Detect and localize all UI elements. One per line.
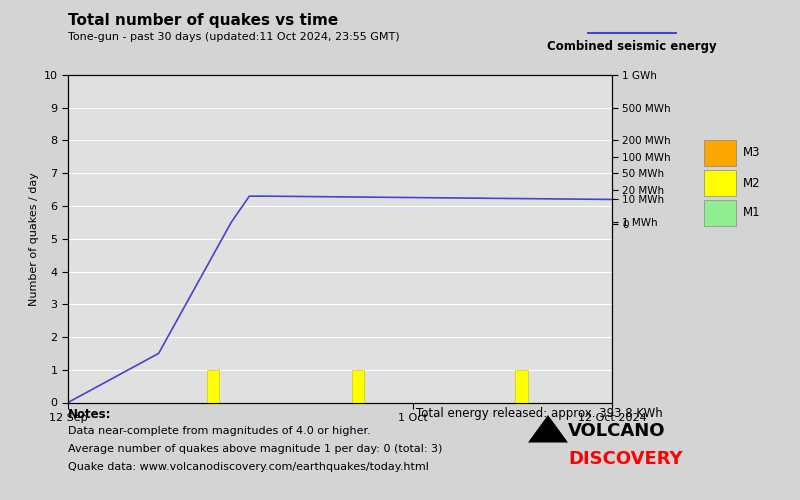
Text: M1: M1 <box>742 206 760 220</box>
Text: M2: M2 <box>742 176 760 190</box>
Text: Average number of quakes above magnitude 1 per day: 0 (total: 3): Average number of quakes above magnitude… <box>68 444 442 454</box>
Text: Quake data: www.volcanodiscovery.com/earthquakes/today.html: Quake data: www.volcanodiscovery.com/ear… <box>68 462 429 472</box>
Text: VOLCANO: VOLCANO <box>568 422 666 440</box>
Text: Notes:: Notes: <box>68 408 111 420</box>
Y-axis label: Number of quakes / day: Number of quakes / day <box>30 172 39 306</box>
Text: Total number of quakes vs time: Total number of quakes vs time <box>68 12 338 28</box>
Bar <box>352 370 365 402</box>
Text: Data near-complete from magnitudes of 4.0 or higher.: Data near-complete from magnitudes of 4.… <box>68 426 370 436</box>
Text: Total energy released: approx. 393.8 KWh: Total energy released: approx. 393.8 KWh <box>416 408 662 420</box>
Text: M3: M3 <box>742 146 760 160</box>
Text: Tone-gun - past 30 days (updated:11 Oct 2024, 23:55 GMT): Tone-gun - past 30 days (updated:11 Oct … <box>68 32 400 42</box>
Bar <box>515 370 528 402</box>
Text: DISCOVERY: DISCOVERY <box>568 450 682 468</box>
Text: Combined seismic energy: Combined seismic energy <box>547 40 717 53</box>
Bar <box>206 370 219 402</box>
